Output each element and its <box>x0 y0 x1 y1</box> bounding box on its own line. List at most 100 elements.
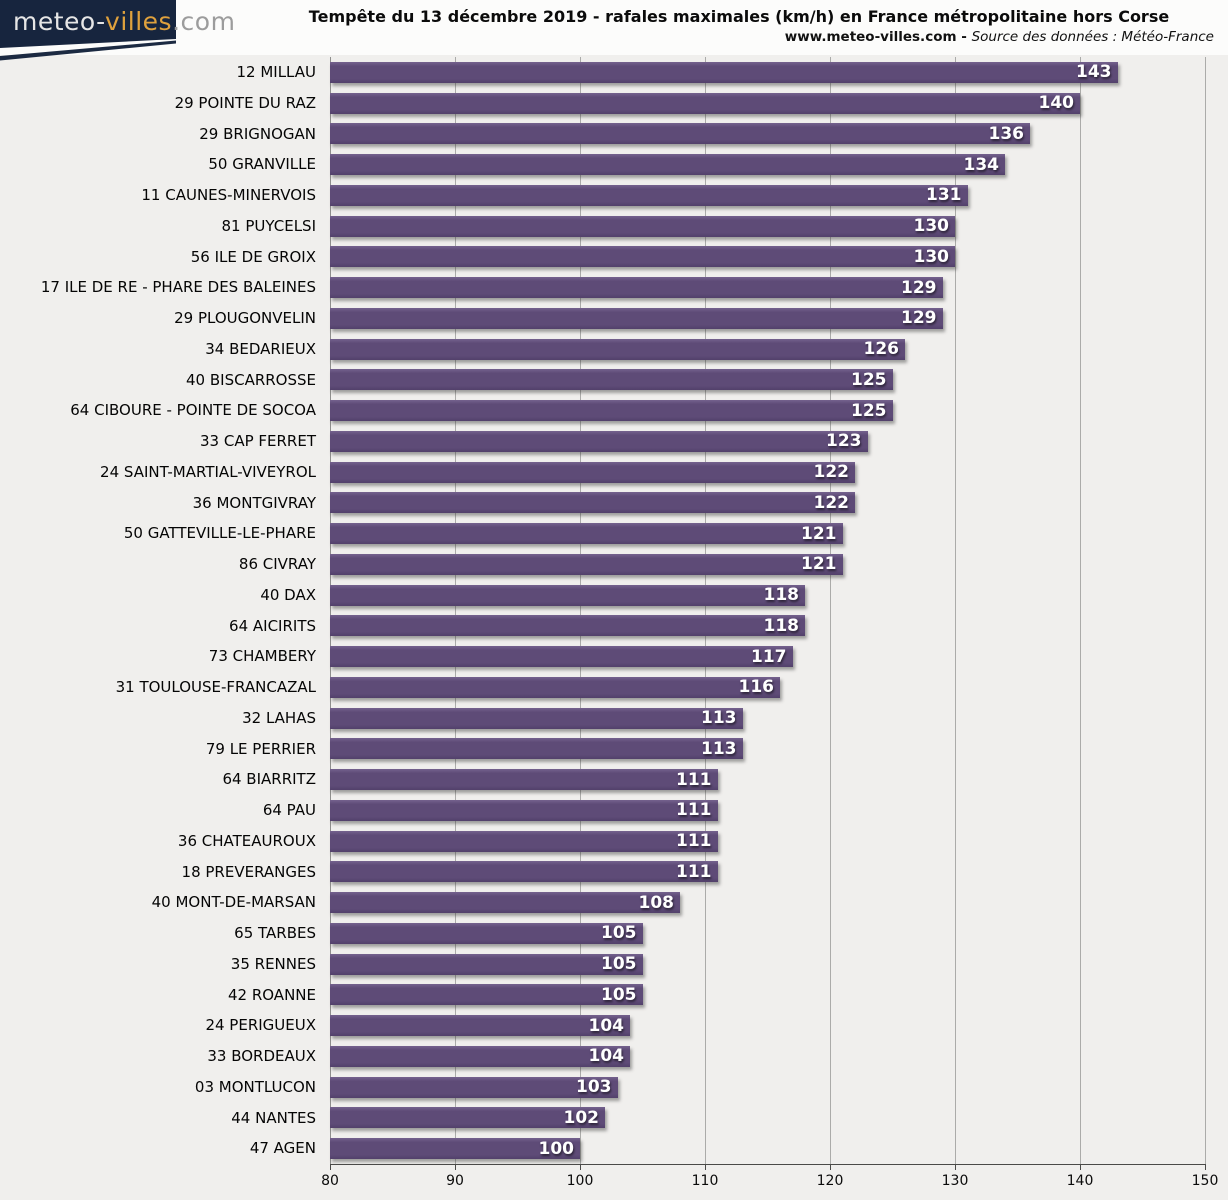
meteo-villes-logo: meteo-villes.com <box>0 0 235 64</box>
value-label: 104 <box>588 1015 625 1036</box>
bar: 125 <box>330 369 893 391</box>
category-label: 18 PREVERANGES <box>181 862 316 881</box>
value-label: 111 <box>676 800 712 821</box>
bar: 129 <box>330 307 943 329</box>
category-label: 64 CIBOURE - POINTE DE SOCOA <box>70 401 316 420</box>
bar: 111 <box>330 830 718 852</box>
category-label: 36 CHATEAUROUX <box>177 831 316 850</box>
category-label: 29 PLOUGONVELIN <box>174 309 316 327</box>
bar: 116 <box>330 676 780 698</box>
value-label: 117 <box>751 646 787 667</box>
category-label: 56 ILE DE GROIX <box>190 247 316 266</box>
x-axis-tick-label: 140 <box>1066 1173 1094 1189</box>
x-axis-line <box>330 1164 1206 1165</box>
value-label: 111 <box>676 769 712 790</box>
value-label: 143 <box>1076 62 1112 83</box>
chart-subtitle: www.meteo-villes.com - Source des donnée… <box>180 29 1218 45</box>
category-label: 64 AICIRITS <box>229 616 316 635</box>
bar: 143 <box>330 61 1118 83</box>
bar: 100 <box>330 1138 580 1160</box>
category-label: 81 PUYCELSI <box>221 216 316 235</box>
bar: 111 <box>330 769 718 791</box>
value-label: 126 <box>863 339 900 360</box>
bar: 105 <box>330 922 643 944</box>
category-label: 12 MILLAU <box>236 63 316 81</box>
value-label: 118 <box>763 585 800 606</box>
logo-text-meteo: meteo- <box>13 7 106 36</box>
value-label: 116 <box>738 677 775 698</box>
subtitle-source: Source des données : Météo-France <box>971 29 1214 45</box>
bar: 123 <box>330 430 868 452</box>
category-label: 17 ILE DE RE - PHARE DES BALEINES <box>40 278 316 297</box>
value-label: 103 <box>576 1077 612 1098</box>
x-axis-tick <box>330 1164 331 1170</box>
bar: 108 <box>330 892 680 914</box>
bar: 113 <box>330 707 743 729</box>
logo-text-com: .com <box>172 7 236 36</box>
gridline-x-140 <box>1080 57 1081 1164</box>
category-label: 33 BORDEAUX <box>207 1047 316 1065</box>
logo-banner-shape <box>0 0 176 61</box>
bar: 121 <box>330 553 843 575</box>
gridline-x-100 <box>580 57 581 1164</box>
x-axis-tick-label: 120 <box>816 1173 844 1189</box>
bar: 122 <box>330 461 855 483</box>
value-label: 104 <box>588 1046 625 1067</box>
category-label: 65 TARBES <box>234 924 316 942</box>
bar: 131 <box>330 184 968 206</box>
category-label: 40 BISCARROSSE <box>186 370 316 389</box>
value-label: 118 <box>763 615 800 636</box>
bar: 129 <box>330 277 943 299</box>
value-label: 130 <box>913 216 950 237</box>
bar: 140 <box>330 92 1080 114</box>
category-label: 79 LE PERRIER <box>205 739 316 758</box>
value-label: 111 <box>676 831 712 852</box>
value-label: 105 <box>601 954 637 975</box>
bar: 111 <box>330 799 718 821</box>
bar: 130 <box>330 215 955 237</box>
bar: 122 <box>330 492 855 514</box>
logo-text-villes: villes <box>105 7 173 36</box>
x-axis-tick <box>1080 1164 1081 1170</box>
category-label: 34 BEDARIEUX <box>205 339 316 358</box>
bar: 121 <box>330 523 843 545</box>
bar: 103 <box>330 1076 618 1098</box>
gridline-x-110 <box>705 57 706 1164</box>
category-label: 36 MONTGIVRAY <box>192 493 316 512</box>
bar: 130 <box>330 246 955 268</box>
bar: 105 <box>330 953 643 975</box>
bar: 126 <box>330 338 905 360</box>
category-label: 42 ROANNE <box>227 985 316 1004</box>
value-label: 130 <box>913 246 950 267</box>
x-axis-tick <box>1205 1164 1206 1170</box>
bar: 102 <box>330 1107 605 1129</box>
x-axis-tick-label: 80 <box>321 1173 339 1189</box>
value-label: 123 <box>826 431 862 452</box>
category-label: 29 BRIGNOGAN <box>199 124 316 143</box>
title-block: Tempête du 13 décembre 2019 - rafales ma… <box>180 0 1218 55</box>
category-label: 86 CIVRAY <box>238 555 316 573</box>
gridline-x-130 <box>955 57 956 1164</box>
value-label: 129 <box>901 277 937 298</box>
value-label: 121 <box>801 523 837 544</box>
category-label: 64 PAU <box>262 801 316 819</box>
bar: 134 <box>330 154 1005 176</box>
category-label: 11 CAUNES-MINERVOIS <box>141 186 316 204</box>
subtitle-separator: - <box>956 29 972 45</box>
value-label: 140 <box>1038 93 1075 114</box>
gridline-x-150 <box>1205 57 1206 1164</box>
value-label: 105 <box>601 984 637 1005</box>
x-axis-tick <box>830 1164 831 1170</box>
x-axis-tick <box>955 1164 956 1170</box>
value-label: 122 <box>813 462 850 483</box>
value-label: 129 <box>901 308 937 329</box>
x-axis-tick-label: 90 <box>446 1173 464 1189</box>
bar: 104 <box>330 1015 630 1037</box>
x-axis-tick <box>705 1164 706 1170</box>
bar: 136 <box>330 123 1030 145</box>
category-label: 44 NANTES <box>231 1108 316 1127</box>
logo-text: meteo-villes.com <box>13 7 235 36</box>
value-label: 102 <box>563 1107 600 1128</box>
category-label: 03 MONTLUCON <box>194 1077 316 1096</box>
